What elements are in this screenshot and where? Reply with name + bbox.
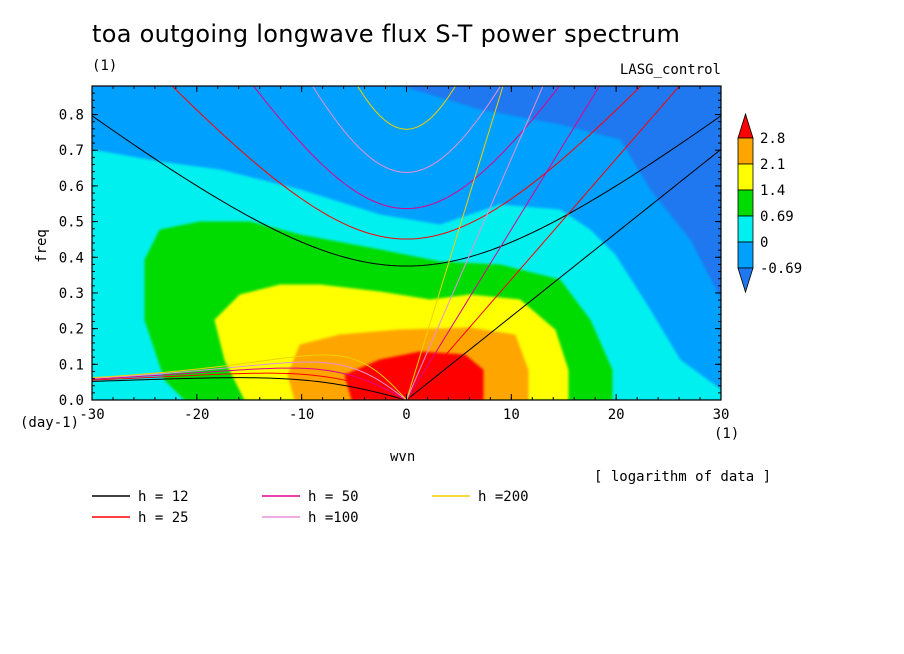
kelvin-curve [406,86,601,400]
colorbar: 2.8 2.1 1.4 0.69 0 -0.69 [737,112,802,294]
kelvin-curve [406,86,681,400]
colorbar-swatch [737,189,754,217]
plot-area [91,85,722,401]
gravity-wave-curve [171,86,642,240]
dispersion-curves [92,86,721,400]
y-tick-label: 0.1 [59,357,84,373]
x-tick-label: 30 [713,407,730,423]
legend-label: h = 50 [308,489,359,505]
chart-subtitle: (1) [92,58,118,74]
y-tick-label: 0.2 [59,322,84,338]
colorbar-swatch [737,215,754,243]
y-unit-label: (day-1) [20,415,80,431]
gravity-wave-curve [252,86,561,210]
y-tick-label: 0.5 [59,215,84,231]
chart-title: toa outgoing longwave flux S-T power spe… [92,20,681,48]
colorbar-label: 0.69 [760,209,794,225]
kelvin-curve [406,86,544,400]
colorbar-bottom-arrow [737,267,754,294]
kelvin-curve [406,86,504,400]
run-label: LASG_control [619,62,721,78]
y-tick-label: 0.8 [59,108,84,124]
legend-label: h =200 [478,489,529,505]
y-axis-label: freq [34,229,50,263]
x-tick-label: 0 [402,407,410,423]
gravity-wave-curve [92,115,721,267]
logarithm-note: [ logarithm of data ] [594,469,772,485]
legend-label: h =100 [308,510,359,526]
colorbar-label: 1.4 [760,183,785,199]
kelvin-curve [406,148,721,400]
legend-label: h = 25 [138,510,189,526]
x-axis: -30 -20 -10 0 10 20 30 [79,86,729,423]
x-tick-label: 10 [503,407,520,423]
x-tick-label: 20 [608,407,625,423]
rossby-curve [92,354,407,400]
x-tick-label: -20 [184,407,209,423]
colorbar-top-arrow [737,112,754,139]
y-tick-label: 0.3 [59,286,84,302]
rossby-curve [92,377,407,400]
x-tick-label: -30 [79,407,104,423]
rossby-curve [92,367,407,400]
colorbar-swatch [737,137,754,165]
y-tick-label: 0.0 [59,393,84,409]
y-tick-label: 0.6 [59,179,84,195]
y-tick-label: 0.7 [59,143,84,159]
colorbar-swatch [737,163,754,191]
x-unit-label: (1) [714,426,740,442]
legend-label: h = 12 [138,489,189,505]
colorbar-swatch [737,241,754,269]
colorbar-label: -0.69 [760,261,802,277]
rossby-curve [92,361,407,400]
colorbar-label: 2.8 [760,131,785,147]
legend: h = 12 h = 25 h = 50 h =100 h =200 [92,489,529,526]
x-axis-label: wvn [390,449,416,465]
colorbar-label: 0 [760,235,768,251]
rossby-curve [92,372,407,400]
colorbar-label: 2.1 [760,157,785,173]
x-tick-label: -10 [289,407,314,423]
y-axis: 0.0 0.1 0.2 0.3 0.4 0.5 0.6 0.7 0.8 [59,92,721,409]
gravity-wave-curve [357,86,456,130]
gravity-wave-curve [311,86,502,173]
contour-fill [92,86,721,400]
y-tick-label: 0.4 [59,250,84,266]
